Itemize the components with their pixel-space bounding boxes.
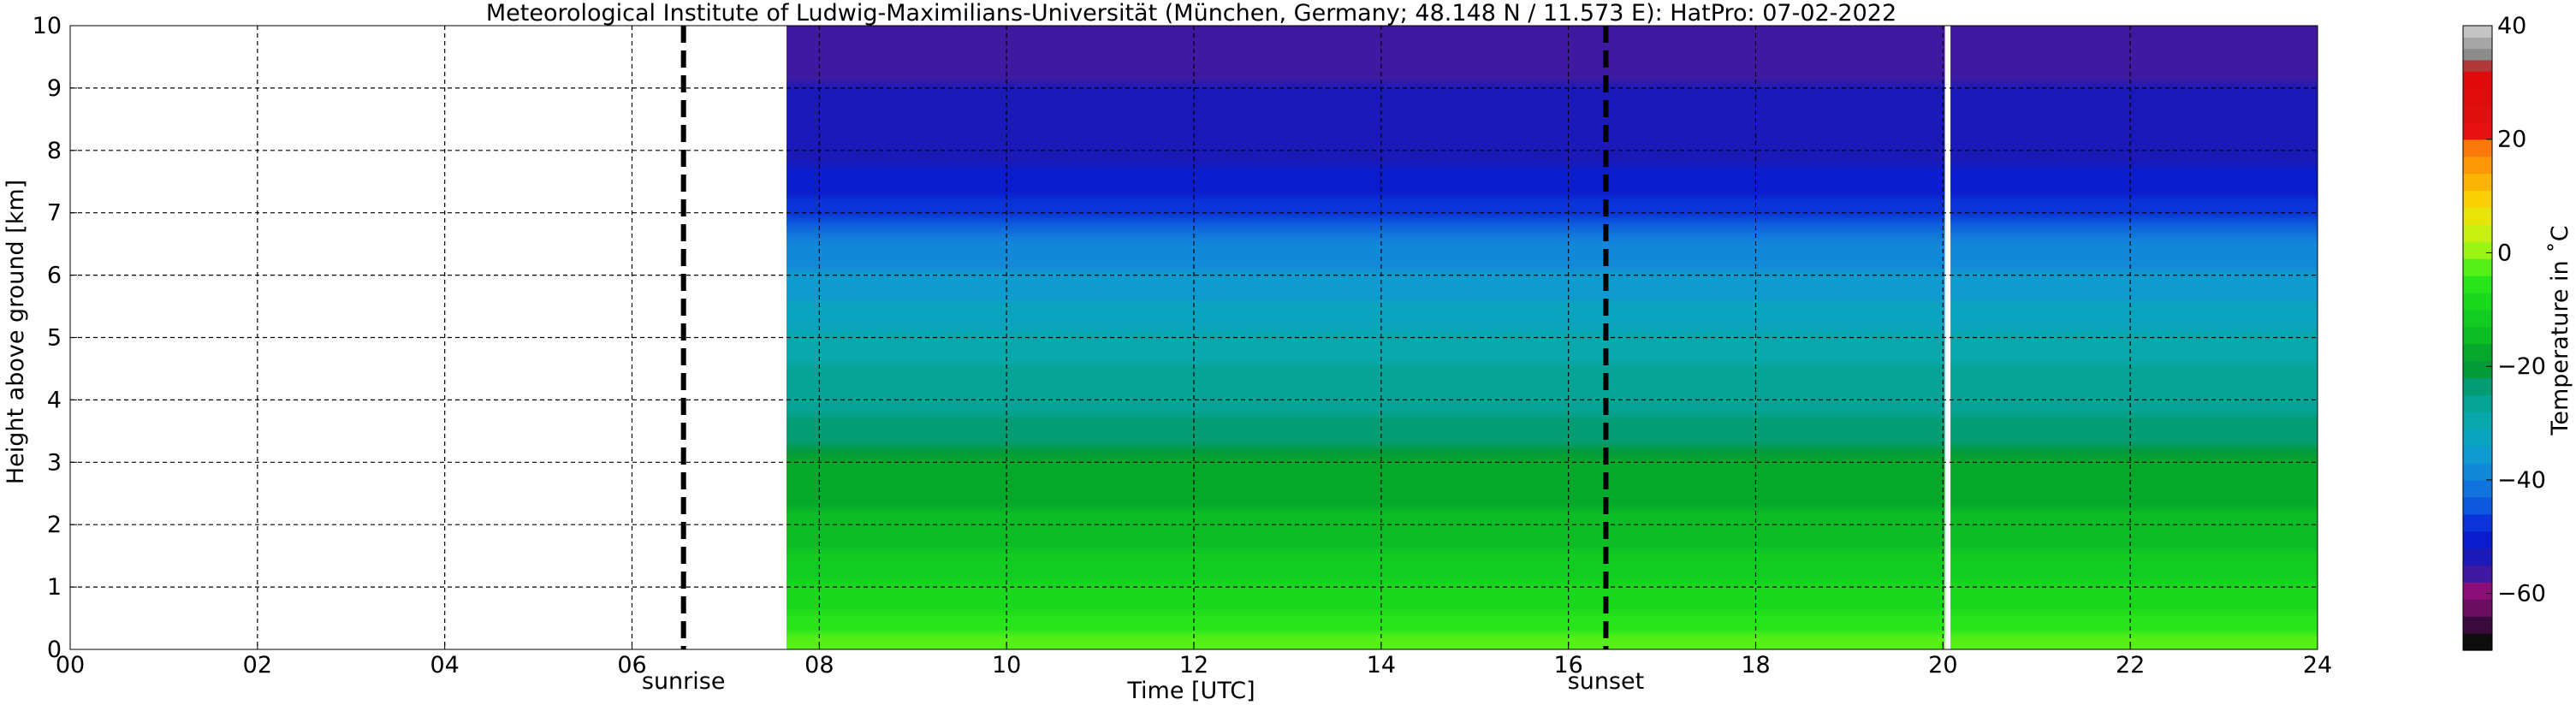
- colorbar-tick-label: 0: [2497, 240, 2512, 266]
- x-axis: 00 02 04 06 08 10 12 14 16 18 20 22 24: [56, 643, 2332, 678]
- plot-area: sunrise sunset 00 02 04 06 08 10 12 14 16 18 20 22 24…: [33, 13, 2333, 695]
- x-tick-label: 22: [2116, 652, 2145, 678]
- colorbar-level: [2463, 207, 2492, 225]
- colorbar-level: [2463, 71, 2492, 89]
- y-tick-label: 5: [47, 325, 62, 352]
- sunset-label: sunset: [1568, 668, 1645, 695]
- colorbar-level: [2463, 241, 2492, 259]
- colorbar-tick-label: −20: [2497, 353, 2546, 380]
- y-tick-label: 1: [47, 574, 62, 601]
- colorbar-level: [2463, 513, 2492, 532]
- x-tick-label: 18: [1741, 652, 1770, 678]
- colorbar: −60 −40 −20 0 20 40: [2462, 13, 2546, 651]
- chart-title: Meteorological Institute of Ludwig-Maxim…: [486, 0, 1896, 27]
- colorbar-level: [2463, 429, 2492, 447]
- x-tick-label: 00: [56, 652, 85, 678]
- x-tick-label: 08: [804, 652, 834, 678]
- x-tick-label: 04: [430, 652, 459, 678]
- y-tick-label: 3: [47, 449, 62, 476]
- colorbar-level: [2463, 26, 2492, 38]
- x-tick-label: 16: [1553, 652, 1582, 678]
- y-tick-label: 6: [47, 263, 62, 289]
- colorbar-label: Temperature in ˚C: [2547, 225, 2573, 435]
- x-tick-label: 06: [617, 652, 646, 678]
- colorbar-level: [2463, 446, 2492, 464]
- colorbar-level: [2463, 633, 2492, 651]
- colorbar-level: [2463, 173, 2492, 192]
- colorbar-level: [2463, 139, 2492, 157]
- x-tick-label: 10: [992, 652, 1021, 678]
- colorbar-level: [2463, 59, 2492, 72]
- x-tick-label: 24: [2303, 652, 2332, 678]
- colorbar-level: [2463, 548, 2492, 566]
- x-tick-label: 20: [1928, 652, 1957, 678]
- colorbar-level: [2463, 88, 2492, 106]
- y-axis-label: Height above ground [km]: [3, 180, 29, 484]
- colorbar-tick-label: −60: [2497, 581, 2546, 607]
- y-tick-label: 4: [47, 387, 62, 413]
- x-tick-label: 12: [1179, 652, 1208, 678]
- colorbar-level: [2463, 616, 2492, 634]
- y-tick-label: 2: [47, 512, 62, 538]
- colorbar-level: [2463, 582, 2492, 600]
- y-tick-label: 0: [47, 637, 62, 663]
- colorbar-level: [2463, 412, 2492, 430]
- colorbar-tick-label: −40: [2497, 467, 2546, 494]
- colorbar-level: [2463, 309, 2492, 328]
- colorbar-level: [2463, 565, 2492, 583]
- colorbar-level: [2463, 275, 2492, 293]
- colorbar-frame: [2462, 25, 2493, 651]
- colorbar-level: [2463, 343, 2492, 362]
- colorbar-level: [2463, 479, 2492, 498]
- colorbar-level: [2463, 190, 2492, 208]
- colorbar-level: [2463, 394, 2492, 412]
- x-axis-label: Time [UTC]: [1126, 678, 1255, 704]
- colorbar-level: [2463, 496, 2492, 515]
- x-tick-label: 14: [1367, 652, 1396, 678]
- y-axis: 0 1 2 3 4 5 6 7 8 9 10: [33, 13, 77, 663]
- colorbar-level: [2463, 292, 2492, 311]
- colorbar-level: [2463, 463, 2492, 481]
- colorbar-tick-label: 40: [2497, 13, 2526, 39]
- colorbar-level: [2463, 258, 2492, 276]
- colorbar-level: [2463, 48, 2492, 61]
- colorbar-level: [2463, 377, 2492, 395]
- colorbar-tick-label: 20: [2497, 127, 2526, 153]
- colorbar-level: [2463, 599, 2492, 617]
- y-tick-label: 10: [33, 13, 62, 39]
- colorbar-level: [2463, 156, 2492, 175]
- colorbar-level: [2463, 121, 2492, 140]
- y-tick-label: 7: [47, 200, 62, 227]
- colorbar-level: [2463, 360, 2492, 379]
- colorbar-level: [2463, 530, 2492, 549]
- x-tick-label: 02: [243, 652, 272, 678]
- colorbar-level: [2463, 224, 2492, 242]
- colorbar-level: [2463, 104, 2492, 123]
- sunrise-label: sunrise: [642, 668, 726, 695]
- colorbar-level: [2463, 37, 2492, 50]
- colorbar-level: [2463, 326, 2492, 345]
- y-tick-label: 9: [47, 75, 62, 102]
- grid: [70, 26, 2318, 649]
- y-tick-label: 8: [47, 138, 62, 164]
- event-markers: sunrise sunset: [642, 26, 1644, 695]
